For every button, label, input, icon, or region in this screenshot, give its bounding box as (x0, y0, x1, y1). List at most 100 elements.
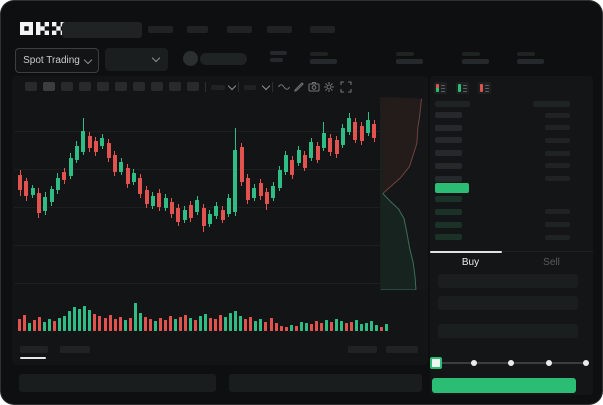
volume-bar (143, 317, 147, 331)
order-input[interactable] (438, 324, 578, 338)
bid-price-placeholder[interactable] (435, 221, 462, 228)
okx-logo[interactable] (20, 22, 65, 35)
camera-icon[interactable] (308, 81, 320, 93)
volume-bar (53, 321, 57, 331)
toolbar-divider (205, 82, 206, 92)
volume-bar (284, 327, 288, 331)
chevron-down-icon[interactable] (227, 81, 237, 91)
ask-amount-placeholder[interactable] (545, 163, 570, 169)
market-type-selector[interactable]: Spot Trading (15, 48, 99, 73)
bid-price-placeholder[interactable] (435, 196, 462, 202)
ask-amount-placeholder[interactable] (545, 112, 570, 118)
wave-icon[interactable] (278, 81, 290, 93)
timeframe-button[interactable] (79, 82, 91, 91)
candle (207, 214, 212, 224)
chart-style-dropdown[interactable] (244, 85, 256, 90)
volume-bar (108, 315, 112, 331)
ask-price-placeholder[interactable] (435, 124, 462, 131)
bottom-action-button[interactable] (386, 346, 418, 353)
candle (283, 155, 288, 172)
ask-amount-placeholder[interactable] (545, 125, 570, 131)
bid-price-placeholder[interactable] (435, 234, 462, 241)
order-input[interactable] (438, 296, 578, 310)
slider-handle[interactable] (430, 357, 442, 369)
ask-price-placeholder[interactable] (435, 137, 462, 144)
timeframe-button[interactable] (61, 82, 73, 91)
volume-bar (279, 326, 283, 331)
tab-buy[interactable]: Buy (461, 257, 480, 268)
candlestick-chart[interactable] (18, 105, 380, 290)
bottom-panel[interactable] (229, 374, 422, 392)
bottom-action-button[interactable] (348, 346, 377, 353)
tab-sell[interactable]: Sell (543, 257, 560, 268)
slider-stop-dot[interactable] (470, 360, 477, 366)
nav-item[interactable] (310, 26, 335, 33)
nav-item[interactable] (187, 26, 208, 33)
bid-amount-placeholder[interactable] (545, 222, 570, 228)
slider-stop-dot[interactable] (583, 360, 589, 366)
last-price-badge[interactable] (435, 183, 469, 193)
volume-bar (128, 318, 132, 331)
candle (24, 181, 29, 196)
volume-bar (380, 327, 384, 331)
fullscreen-icon[interactable] (340, 81, 352, 93)
ask-amount-placeholder[interactable] (545, 137, 570, 143)
logo-letter-k (36, 22, 49, 35)
ask-price-placeholder[interactable] (435, 175, 462, 182)
nav-item[interactable] (267, 26, 292, 33)
book-combined-icon[interactable] (434, 82, 447, 94)
ask-price-placeholder[interactable] (435, 162, 462, 169)
volume-bar (173, 319, 177, 331)
ask-price-placeholder[interactable] (435, 150, 462, 157)
timeframe-button[interactable] (25, 82, 37, 91)
volume-bar (28, 323, 32, 331)
timeframe-button[interactable] (43, 82, 55, 91)
nav-item[interactable] (227, 26, 252, 33)
volume-bar (314, 321, 318, 331)
draw-icon[interactable] (293, 81, 305, 93)
bottom-panel[interactable] (19, 374, 216, 392)
candle (214, 206, 219, 216)
bottom-tab[interactable] (20, 346, 48, 353)
candle (87, 136, 92, 148)
timeframe-button[interactable] (133, 82, 145, 91)
timeframe-button[interactable] (115, 82, 127, 91)
candle (182, 210, 187, 220)
bottom-tab[interactable] (60, 346, 90, 353)
candle (106, 143, 111, 158)
ask-amount-placeholder[interactable] (545, 176, 570, 181)
stat-label (396, 52, 414, 56)
candle (55, 178, 60, 190)
timeframe-button[interactable] (169, 82, 181, 91)
chevron-down-icon[interactable] (261, 81, 271, 91)
ask-amount-placeholder[interactable] (545, 150, 570, 156)
candle (119, 162, 124, 172)
volume-chart[interactable] (18, 303, 392, 331)
pair-name-placeholder[interactable] (200, 53, 247, 65)
pair-selector[interactable] (105, 48, 168, 71)
chart-card (12, 76, 428, 365)
volume-bar (239, 316, 243, 331)
indicator-dropdown[interactable] (211, 85, 225, 90)
search-input[interactable] (62, 22, 142, 38)
book-asks-icon[interactable] (478, 82, 491, 94)
nav-item[interactable] (148, 26, 173, 33)
candle (68, 158, 73, 176)
slider-stop-dot[interactable] (545, 360, 552, 366)
ask-price-placeholder[interactable] (435, 112, 462, 118)
bid-amount-placeholder[interactable] (545, 234, 570, 240)
timeframe-button[interactable] (187, 82, 199, 91)
chevron-down-icon (83, 55, 93, 64)
timeframe-button[interactable] (151, 82, 163, 91)
candle (347, 118, 352, 132)
order-input[interactable] (438, 274, 578, 288)
buy-submit-button[interactable] (432, 378, 576, 393)
settings-icon[interactable] (323, 81, 335, 93)
bid-amount-placeholder[interactable] (545, 209, 570, 215)
book-bids-icon[interactable] (456, 82, 469, 94)
bid-price-placeholder[interactable] (435, 208, 462, 215)
timeframe-button[interactable] (97, 82, 109, 91)
gridline (14, 169, 384, 170)
slider-stop-dot[interactable] (508, 360, 514, 366)
volume-bar (229, 313, 233, 331)
